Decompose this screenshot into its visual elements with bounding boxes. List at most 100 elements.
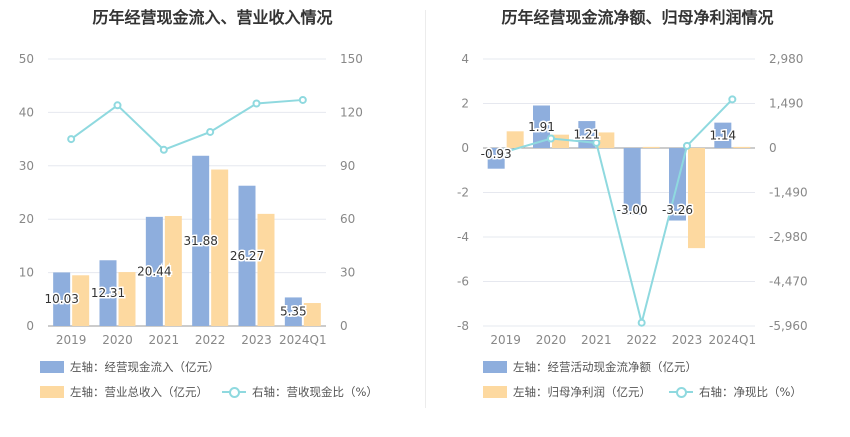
data-label: 1.14: [709, 128, 736, 142]
y-right-tick-label: 0: [769, 141, 777, 155]
y-left-tick-label: 0: [26, 319, 34, 333]
line-point: [547, 134, 555, 143]
legend-item-series-3[interactable]: 右轴：净现比（%）: [669, 384, 802, 400]
data-label: 1.91: [528, 120, 555, 134]
bar: [714, 122, 732, 148]
y-right-tick-label: 90: [340, 159, 355, 173]
bar: [145, 216, 163, 326]
bar: [733, 146, 751, 148]
legend-item-series-3[interactable]: 右轴：营收现金比（%）: [222, 384, 378, 400]
line-point: [501, 147, 510, 156]
legend-item-series-1[interactable]: 左轴：经营现金流入（亿元）: [40, 359, 220, 375]
data-label: 20.44: [137, 264, 171, 278]
chart-title: 历年经营现金流净额、归母净利润情况: [501, 8, 774, 27]
legend-item-series-2[interactable]: 左轴：归母净利润（亿元）: [483, 384, 651, 400]
y-left-tick-label: 4: [461, 52, 469, 66]
bar: [118, 272, 136, 326]
legend-swatch-icon: [483, 386, 507, 398]
bar: [623, 148, 641, 215]
y-right-tick-label: 60: [340, 212, 355, 226]
legend-label: 左轴：经营现金流入（亿元）: [70, 360, 220, 374]
data-label: -3.00: [617, 203, 648, 217]
chart-title: 历年经营现金流入、营业收入情况: [92, 8, 333, 27]
legend-line-marker-icon: [669, 386, 693, 398]
y-left-tick-label: 50: [19, 52, 34, 66]
legend-swatch-icon: [40, 361, 64, 373]
y-right-tick-label: 30: [340, 266, 355, 280]
line-point: [113, 101, 122, 110]
data-label: 10.03: [44, 292, 78, 306]
legend-line-marker-icon: [222, 386, 246, 398]
line-point: [728, 95, 737, 104]
legend-label: 右轴：营收现金比（%）: [252, 385, 378, 399]
bar: [99, 260, 117, 326]
line-series: [70, 98, 303, 151]
chart-left-svg: 0 10 20 30 40 50 0 30 60 90 120 150 2019 2020 2021 2022…: [19, 52, 363, 347]
y-left-tick-label: 10: [19, 266, 34, 280]
chart-panel-left: 历年经营现金流入、营业收入情况 0 10 20 30 40 50 0 30 60 90 120 150…: [19, 8, 378, 400]
x-tick-label: 2020: [536, 333, 567, 347]
data-label: 5.35: [280, 305, 307, 319]
legend-item-series-1[interactable]: 左轴：经营活动现金流净额（亿元）: [483, 359, 697, 375]
bar: [257, 213, 275, 326]
y-left-tick-label: -2: [457, 186, 469, 200]
line-point: [683, 141, 691, 150]
legend-item-series-2[interactable]: 左轴：营业总收入（亿元）: [40, 384, 208, 400]
y-right-tick-label: -5,960: [769, 319, 808, 333]
y-left-tick-label: 20: [19, 212, 34, 226]
line-point: [252, 99, 261, 108]
data-label: -0.93: [481, 147, 512, 161]
y-right-tick-label: -4,470: [769, 275, 808, 289]
y-right-tick-label: 0: [340, 319, 348, 333]
bar: [164, 215, 182, 326]
x-tick-label: 2023: [672, 333, 703, 347]
legend-label: 右轴：净现比（%）: [699, 385, 802, 399]
legend-label: 左轴：营业总收入（亿元）: [70, 385, 208, 399]
bar: [597, 132, 615, 148]
bar: [533, 105, 550, 148]
x-tick-label: 2020: [102, 333, 133, 347]
bar: [642, 146, 660, 148]
y-right-tick-label: -2,980: [769, 230, 808, 244]
panel-divider: [425, 10, 426, 408]
chart-panel-right: 历年经营现金流净额、归母净利润情况 -8 -6 -4 -2 0 2 4 -5,960 -4,47…: [425, 0, 850, 437]
line-point: [592, 138, 601, 147]
line-point: [298, 95, 307, 104]
y-left-tick-label: 40: [19, 105, 34, 119]
bar: [72, 275, 90, 326]
data-label: 26.27: [230, 249, 264, 263]
x-tick-label: 2023: [241, 333, 272, 347]
bar: [688, 148, 705, 249]
data-label: -3.26: [662, 203, 693, 217]
bar: [552, 134, 569, 148]
line-series: [505, 98, 734, 323]
x-tick-label: 2019: [56, 333, 87, 347]
y-left-tick-label: 30: [19, 159, 34, 173]
bar: [303, 303, 321, 326]
x-tick-label: 2021: [149, 333, 180, 347]
bar: [284, 297, 302, 326]
chart-right-svg: -8 -6 -4 -2 0 2 4 -5,960 -4,470 -2,980 -1,490 0 1,49…: [457, 52, 808, 347]
bar: [238, 185, 256, 326]
x-tick-label: 2024Q1: [709, 333, 757, 347]
line-point: [67, 135, 76, 144]
bar: [211, 169, 229, 326]
legend-swatch-icon: [40, 386, 64, 398]
x-tick-label: 2024Q1: [279, 333, 327, 347]
y-right-tick-label: -1,490: [769, 186, 808, 200]
data-label: 12.31: [91, 286, 125, 300]
x-tick-label: 2022: [195, 333, 226, 347]
legend-label: 左轴：归母净利润（亿元）: [513, 385, 651, 399]
y-right-tick-label: 2,980: [769, 52, 803, 66]
bar: [506, 131, 524, 148]
y-right-tick-label: 120: [340, 105, 363, 119]
x-tick-label: 2022: [626, 333, 657, 347]
legend-label: 左轴：经营活动现金流净额（亿元）: [513, 360, 697, 374]
bar: [53, 272, 71, 326]
x-tick-label: 2021: [581, 333, 612, 347]
line-point: [206, 127, 215, 136]
y-right-tick-label: 1,490: [769, 97, 803, 111]
y-left-tick-label: 0: [461, 141, 469, 155]
y-left-tick-label: -4: [457, 230, 469, 244]
x-tick-label: 2019: [490, 333, 521, 347]
